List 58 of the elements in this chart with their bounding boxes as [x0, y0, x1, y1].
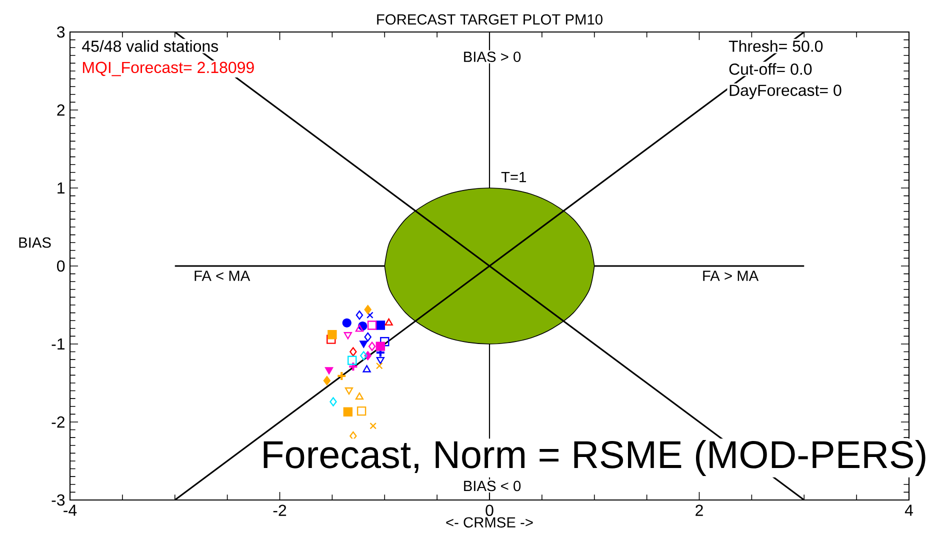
point: [376, 342, 386, 351]
point: [364, 332, 372, 342]
point: [362, 365, 371, 372]
x-tick-label: 4: [904, 504, 913, 516]
annotation: Forecast, Norm = RSME (MOD-PERS): [264, 440, 926, 476]
x-tick-label: 2: [696, 504, 703, 516]
point: [364, 305, 372, 314]
y-tick-label: -1: [52, 338, 65, 350]
y-tick-label: -3: [52, 494, 65, 506]
point: [336, 370, 347, 382]
x-axis-title: <- CRMSE ->: [446, 517, 533, 528]
point: [368, 342, 376, 351]
point: [370, 422, 377, 430]
point: [376, 356, 384, 364]
y-tick-label: 1: [58, 182, 65, 194]
annotation: FA > MA: [703, 270, 759, 281]
annotation: T=1: [501, 172, 526, 182]
point: [360, 351, 368, 360]
point: [343, 407, 353, 416]
point: [344, 387, 354, 395]
point: [376, 320, 386, 330]
point: [348, 362, 358, 372]
annotation: Thresh= 50.0: [728, 40, 823, 52]
annotation: DayForecast= 0: [730, 84, 842, 100]
point: [384, 318, 393, 326]
chart-title: FORECAST TARGET PLOT PM10: [377, 14, 602, 25]
x-tick-label: -4: [64, 504, 77, 516]
x-tick-label: -2: [273, 504, 286, 516]
y-tick-label: 3: [57, 26, 65, 38]
point: [355, 392, 364, 400]
point: [350, 347, 357, 356]
annotation: Cut-off= 0.0: [729, 63, 812, 75]
point: [348, 356, 357, 365]
point: [380, 337, 390, 346]
annotation: BIAS > 0: [464, 52, 521, 62]
annotation: BIAS < 0: [464, 480, 521, 492]
point: [342, 318, 352, 328]
point: [356, 406, 366, 416]
annotation: MQI_Forecast= 2.18099: [82, 62, 254, 76]
y-tick-label: -2: [52, 416, 64, 428]
point: [355, 324, 364, 332]
point: [366, 312, 374, 319]
point: [356, 310, 364, 320]
point: [330, 397, 337, 406]
point: [324, 367, 334, 374]
point: [367, 320, 377, 330]
point: [328, 330, 337, 340]
y-axis-title: BIAS: [19, 237, 51, 248]
point: [326, 334, 336, 344]
annotation: 45/48 valid stations: [82, 40, 218, 52]
y-tick-label: 2: [57, 104, 64, 116]
point: [360, 340, 368, 348]
point: [323, 376, 331, 386]
annotation: FA < MA: [194, 270, 250, 281]
point: [376, 362, 383, 370]
x-tick-label: 0: [486, 504, 494, 516]
point: [344, 332, 352, 340]
y-tick-label: 0: [57, 260, 65, 272]
